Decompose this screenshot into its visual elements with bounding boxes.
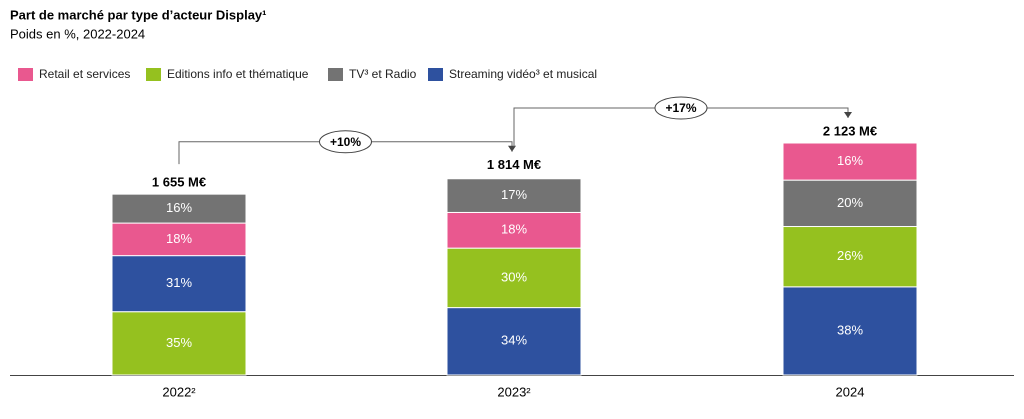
chart-title: Part de marché par type d’acteur Display… [10,7,266,22]
total-label: 1 655 M€ [152,175,206,190]
legend-label: Streaming vidéo³ et musical [449,67,597,81]
data-label: 30% [501,269,527,284]
x-tick-label: 2022² [162,384,196,399]
arrow-head [508,145,516,152]
arrow-head [844,112,852,118]
bar-segment [446,247,582,309]
data-label: 20% [837,195,863,210]
bar-segment [782,179,918,228]
growth-bubble [654,96,708,120]
bar-segment [782,142,918,181]
legend-label: Retail et services [39,67,130,81]
total-label: 1 814 M€ [487,157,541,172]
data-label: 18% [166,231,192,246]
data-label: 35% [166,335,192,350]
growth-bubble [319,130,372,154]
bar-segment [111,255,247,313]
bar-segment [111,311,247,376]
legend-swatch [146,68,161,81]
data-label: 16% [837,153,863,168]
legend-label: TV³ et Radio [349,67,417,81]
legend-swatch [18,68,33,81]
data-label: 34% [501,333,527,348]
legend-swatch [428,68,443,81]
x-tick-label: 2024 [836,384,865,399]
total-label: 2 123 M€ [823,123,877,138]
bar-segment [446,307,582,376]
x-tick-label: 2023² [497,384,531,399]
growth-label: +17% [665,101,696,115]
bar-segment [446,211,582,249]
legend-label: Editions info et thématique [167,67,309,81]
data-label: 16% [166,200,192,215]
bar-segment [782,286,918,376]
data-label: 18% [501,222,527,237]
legend-swatch [328,68,343,81]
bar-segment [782,226,918,288]
data-label: 38% [837,322,863,337]
chart-subtitle: Poids en %, 2022-2024 [10,26,145,41]
data-label: 26% [837,248,863,263]
data-label: 31% [166,275,192,290]
bar-segment [446,178,582,213]
data-label: 17% [501,187,527,202]
growth-label: +10% [330,135,361,149]
bar-segment [111,193,247,224]
